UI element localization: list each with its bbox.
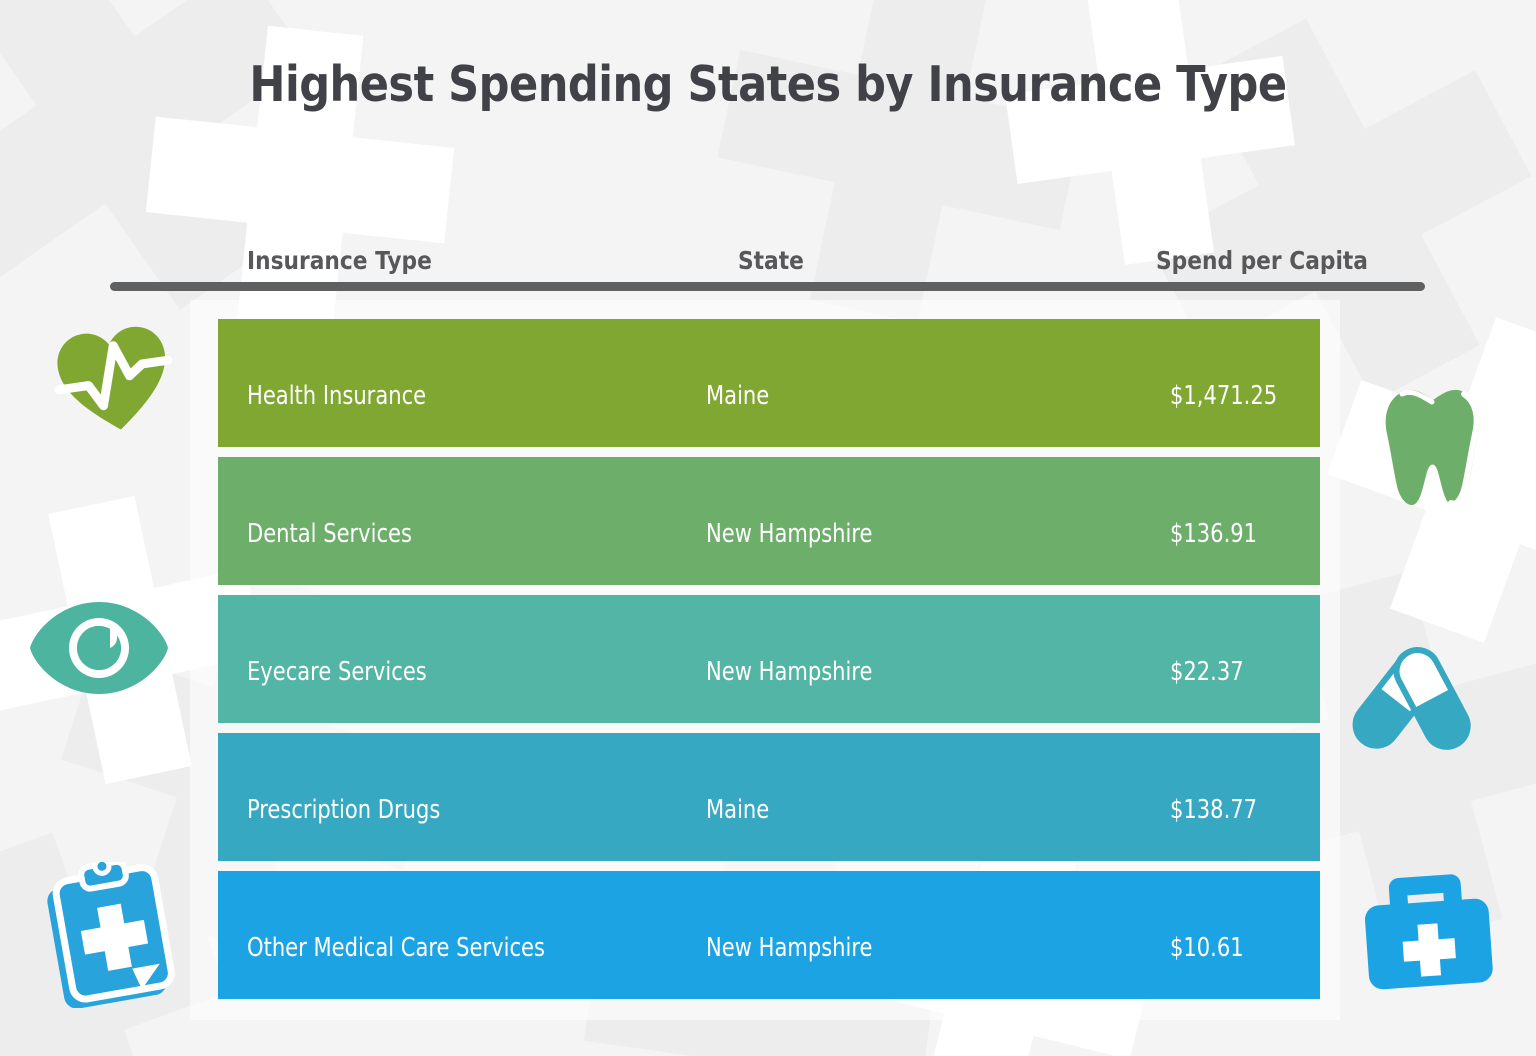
cell-insurance-type: Other Medical Care Services (247, 933, 545, 963)
table-row[interactable]: Prescription Drugs Maine $138.77 (218, 733, 1320, 861)
cell-insurance-type: Dental Services (247, 519, 412, 549)
cell-spend-per-capita: $136.91 (1170, 519, 1258, 549)
cell-state: New Hampshire (706, 933, 873, 963)
heart-pulse-icon (54, 326, 173, 430)
cell-state: Maine (706, 795, 770, 825)
table-row[interactable]: Eyecare Services New Hampshire $22.37 (218, 595, 1320, 723)
table-header-row: Insurance Type State Spend per Capita (218, 246, 1368, 280)
header-divider-rule (110, 282, 1425, 291)
cell-insurance-type: Eyecare Services (247, 657, 427, 687)
column-header-insurance-type: Insurance Type (247, 246, 432, 275)
cell-insurance-type: Prescription Drugs (247, 795, 441, 825)
eye-icon (30, 602, 168, 694)
cell-spend-per-capita: $10.61 (1170, 933, 1244, 963)
column-header-spend-per-capita: Spend per Capita (1156, 246, 1368, 275)
pills-icon (1352, 647, 1471, 750)
table-body: Health Insurance Maine $1,471.25 Dental … (218, 319, 1320, 1009)
first-aid-kit-icon (1365, 874, 1493, 990)
cell-state: Maine (706, 381, 770, 411)
table-row[interactable]: Other Medical Care Services New Hampshir… (218, 871, 1320, 999)
tooth-icon (1385, 389, 1480, 507)
cell-spend-per-capita: $1,471.25 (1170, 381, 1278, 411)
cell-spend-per-capita: $138.77 (1170, 795, 1258, 825)
cell-insurance-type: Health Insurance (247, 381, 427, 411)
column-header-state: State (738, 246, 804, 275)
table-row[interactable]: Dental Services New Hampshire $136.91 (218, 457, 1320, 585)
cell-spend-per-capita: $22.37 (1170, 657, 1244, 687)
cell-state: New Hampshire (706, 519, 873, 549)
clipboard-medical-icon (47, 862, 175, 1008)
page-title: Highest Spending States by Insurance Typ… (249, 56, 1287, 113)
cell-state: New Hampshire (706, 657, 873, 687)
table-row[interactable]: Health Insurance Maine $1,471.25 (218, 319, 1320, 447)
